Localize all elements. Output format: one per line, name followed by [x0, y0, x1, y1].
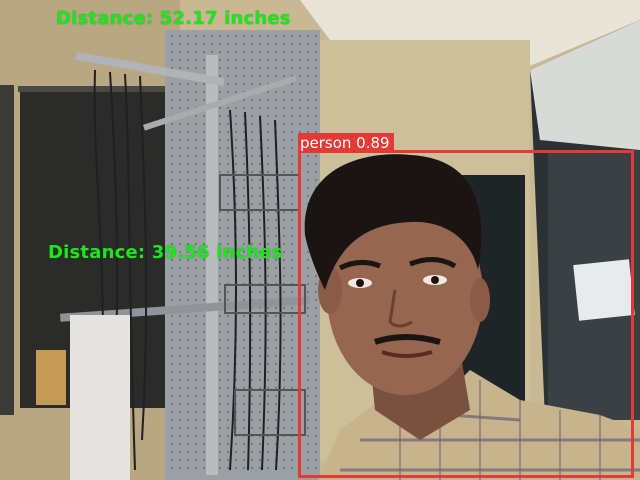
rack-pole: [206, 55, 218, 475]
person-detection-box: [298, 150, 634, 478]
white-cylinder: [70, 315, 130, 480]
pegboard-holes: [168, 34, 318, 474]
rack-arm: [75, 52, 225, 86]
ceiling: [300, 0, 640, 70]
person-face: [327, 195, 483, 395]
left-panel: [0, 85, 14, 415]
distance-readout-top: Distance: 52.17 inches: [56, 8, 291, 29]
person-ear-right: [470, 278, 490, 322]
distance-readout-middle: Distance: 39.56 inches: [48, 242, 283, 263]
rack-arm-2: [142, 75, 298, 131]
person: [304, 154, 640, 480]
detection-label: person 0.89: [298, 133, 394, 153]
dark-cabinet-frame: [18, 86, 182, 92]
notice-paper: [573, 259, 635, 321]
wire-basket-2: [224, 284, 306, 314]
wire-basket-3: [234, 389, 306, 436]
person-hair: [304, 154, 482, 290]
right-window-frame: [530, 20, 640, 150]
cardboard-box: [36, 350, 66, 405]
